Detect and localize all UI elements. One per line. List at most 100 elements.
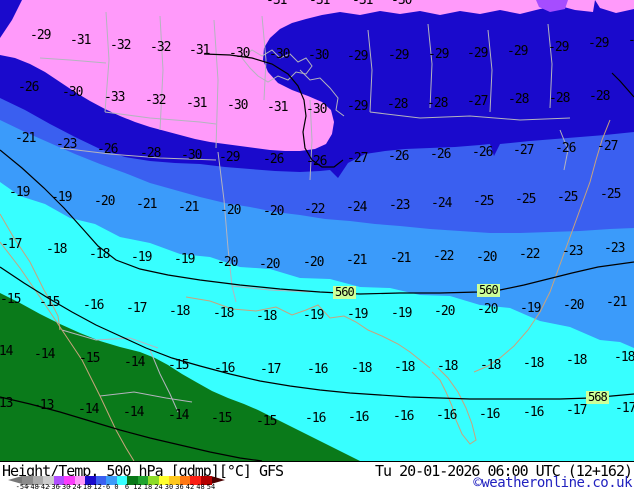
temp-label: -17 — [126, 301, 148, 316]
temp-label: -19 — [131, 250, 153, 265]
temp-label: -27 — [513, 143, 535, 158]
temp-label: -17 — [1, 237, 23, 252]
temp-label: -33 — [104, 90, 126, 105]
contour-right-edge — [611, 72, 634, 98]
temp-label: -29 — [548, 40, 570, 55]
temp-label: -29 — [507, 44, 529, 59]
temp-label: -21 — [136, 197, 158, 212]
scale-tick: 42 — [185, 483, 195, 490]
credit-text: ©weatheronline.co.uk — [473, 475, 632, 490]
temp-label: -16 — [393, 409, 415, 424]
coastlines — [0, 119, 611, 461]
temp-label: -29 — [467, 46, 489, 61]
temp-label: -32 — [110, 38, 132, 53]
temp-label: -15 — [0, 292, 22, 307]
temp-label: -28 — [140, 146, 162, 161]
temp-label: -23 — [604, 241, 626, 256]
temp-label: -26 — [18, 80, 40, 95]
temp-label: -18 — [437, 359, 459, 374]
temp-label: -18 — [566, 353, 588, 368]
temp-label: -28 — [549, 91, 571, 106]
temp-label: -26 — [263, 152, 285, 167]
temp-label: -32 — [145, 93, 167, 108]
temp-label: -21 — [606, 295, 628, 310]
band-pink — [0, 0, 595, 151]
temp-label: -21 — [15, 131, 37, 146]
scale-swatch — [158, 476, 170, 485]
temp-label: -20 — [477, 302, 499, 317]
temp-label: -19 — [174, 252, 196, 267]
temp-label: -18 — [480, 358, 502, 373]
scale-swatch — [64, 476, 75, 485]
scale-tick: -30 — [57, 483, 71, 490]
temp-label: -18 — [256, 309, 278, 324]
temp-label: -28 — [427, 96, 449, 111]
temp-label: -17 — [566, 403, 588, 418]
contour-label: 560 — [333, 285, 356, 299]
scale-tick: 36 — [175, 483, 184, 490]
temp-label: -29 — [628, 33, 634, 48]
scale-swatch — [53, 476, 65, 485]
temp-label: -26 — [430, 147, 452, 162]
scale-tick: -18 — [78, 483, 92, 490]
scale-swatch — [179, 476, 191, 485]
temp-label: -14 — [78, 402, 100, 417]
temp-label: -15 — [168, 358, 190, 373]
temp-label: -16 — [436, 408, 458, 423]
scale-swatch — [95, 476, 107, 485]
temp-label: -14 — [123, 405, 145, 420]
temp-label: -18 — [351, 361, 373, 376]
scale-tick: 18 — [143, 483, 153, 490]
temp-label: -21 — [346, 253, 368, 268]
temp-label: -30 — [181, 148, 203, 163]
scale-tick: 12 — [133, 483, 142, 490]
temp-label: -31 — [267, 100, 289, 115]
temp-label: -31 — [266, 0, 288, 8]
temp-label: -22 — [304, 202, 326, 217]
contour-label: 568 — [586, 390, 609, 404]
contour-upper-trough — [203, 53, 344, 168]
temp-label: -20 — [94, 194, 116, 209]
temp-label: -14 — [168, 408, 190, 423]
temp-label: -19 — [391, 306, 413, 321]
scale-swatch — [32, 476, 44, 485]
scale-swatch — [22, 476, 33, 485]
temp-label: -14 — [34, 347, 56, 362]
temp-label: -15 — [256, 414, 278, 429]
temp-label: -19 — [51, 190, 73, 205]
temp-label: -30 — [306, 102, 328, 117]
temp-label: -25 — [515, 192, 537, 207]
map-canvas: -31 -31 -31 -30 -29 -31 -32 -32 -31 -30 -30 -30 -29 -… — [0, 0, 634, 462]
scale-tick: 0 — [114, 483, 119, 490]
temp-label: -24 — [431, 196, 453, 211]
temp-label: -20 — [303, 255, 325, 270]
temp-label: -20 — [434, 304, 456, 319]
temp-label: -15 — [39, 295, 61, 310]
temp-label: -16 — [83, 298, 105, 313]
scale-tick: -54 — [15, 483, 29, 490]
temp-label: -16 — [214, 361, 236, 376]
scale-tick: 24 — [154, 483, 163, 490]
temp-label: -23 — [562, 244, 584, 259]
temp-label: -19 — [347, 307, 369, 322]
scale-swatch — [169, 476, 180, 485]
scale-tick: -42 — [36, 483, 50, 490]
color-scale: -54 -48 -42 -36 -30 -24 -18 -12 -6 0 6 12 18 24 30 36 42… — [0, 462, 240, 490]
temp-label: -15 — [211, 411, 233, 426]
scale-swatch — [127, 476, 138, 485]
scale-tick: 30 — [164, 483, 174, 490]
temp-label: -14 — [0, 344, 14, 359]
temp-label: -28 — [387, 97, 409, 112]
scale-swatch — [74, 476, 86, 485]
temp-label: -26 — [306, 154, 328, 169]
band-violet-patch — [536, 0, 568, 12]
temp-label: -29 — [219, 150, 241, 165]
temp-label: -18 — [46, 242, 68, 257]
temp-label: -29 — [588, 36, 610, 51]
temp-label: -17 — [615, 401, 634, 416]
temp-label: -31 — [309, 0, 331, 8]
contour-568 — [0, 266, 634, 400]
state-borders — [39, 11, 571, 413]
temp-label: -24 — [346, 200, 368, 215]
temp-label: -16 — [479, 407, 501, 422]
